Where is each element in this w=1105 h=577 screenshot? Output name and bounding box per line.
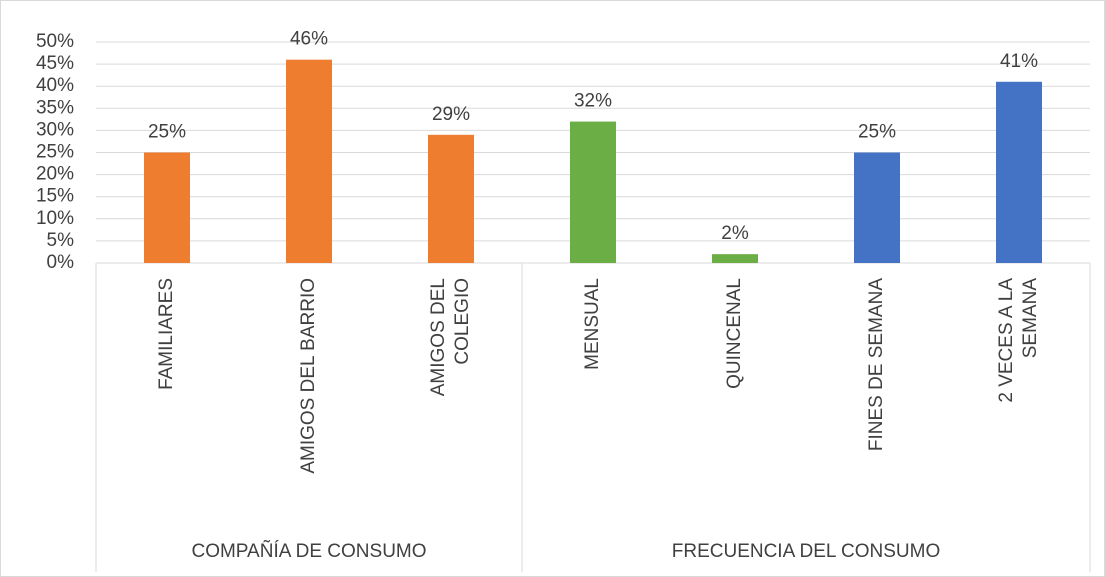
y-tick-label: 50% bbox=[36, 31, 74, 52]
data-label: 25% bbox=[148, 122, 186, 143]
y-tick-label: 40% bbox=[36, 75, 74, 96]
x-tick-label-line: SEMANA bbox=[1020, 278, 1041, 359]
bar bbox=[144, 152, 190, 263]
data-label: 2% bbox=[721, 223, 749, 244]
x-tick-label-line: QUINCENAL bbox=[724, 278, 745, 389]
data-label: 41% bbox=[1000, 51, 1038, 72]
y-tick-label: 10% bbox=[36, 208, 74, 229]
x-tick-label-line: 2 VECES A LA bbox=[996, 278, 1017, 403]
bar bbox=[570, 121, 616, 263]
bar bbox=[428, 134, 474, 263]
x-tick-label-line: COLEGIO bbox=[452, 278, 473, 365]
x-tick-label-line: FAMILIARES bbox=[156, 278, 177, 390]
y-tick-label: 30% bbox=[36, 119, 74, 140]
y-tick-label: 25% bbox=[36, 142, 74, 163]
bar bbox=[712, 254, 758, 263]
data-label: 32% bbox=[574, 91, 612, 112]
group-label: FRECUENCIA DEL CONSUMO bbox=[672, 541, 941, 562]
y-tick-label: 35% bbox=[36, 97, 74, 118]
x-tick-label: FAMILIARES bbox=[156, 278, 177, 390]
x-tick-label-line: MENSUAL bbox=[582, 278, 603, 370]
data-label: 25% bbox=[858, 122, 896, 143]
bar bbox=[996, 81, 1042, 263]
data-label: 46% bbox=[290, 29, 328, 50]
group-label: COMPAÑÍA DE CONSUMO bbox=[191, 540, 426, 562]
data-label: 29% bbox=[432, 104, 470, 125]
x-tick-label: AMIGOS DEL COLEGIO bbox=[428, 278, 473, 396]
x-tick-label-line: AMIGOS DEL BARRIO bbox=[298, 278, 319, 474]
y-tick-label: 15% bbox=[36, 186, 74, 207]
y-tick-label: 0% bbox=[47, 252, 75, 273]
x-tick-label: MENSUAL bbox=[582, 278, 603, 370]
bar bbox=[286, 59, 332, 264]
y-tick-label: 45% bbox=[36, 53, 74, 74]
x-tick-label: 2 VECES A LA SEMANA bbox=[996, 278, 1041, 403]
x-tick-label: QUINCENAL bbox=[724, 278, 745, 389]
bar bbox=[854, 152, 900, 263]
x-tick-label: FINES DE SEMANA bbox=[866, 278, 887, 451]
x-tick-label-line: FINES DE SEMANA bbox=[866, 278, 887, 451]
x-tick-label: AMIGOS DEL BARRIO bbox=[298, 278, 319, 474]
x-tick-label-line: AMIGOS DEL bbox=[428, 278, 449, 396]
y-tick-label: 5% bbox=[47, 230, 75, 251]
y-tick-label: 20% bbox=[36, 164, 74, 185]
